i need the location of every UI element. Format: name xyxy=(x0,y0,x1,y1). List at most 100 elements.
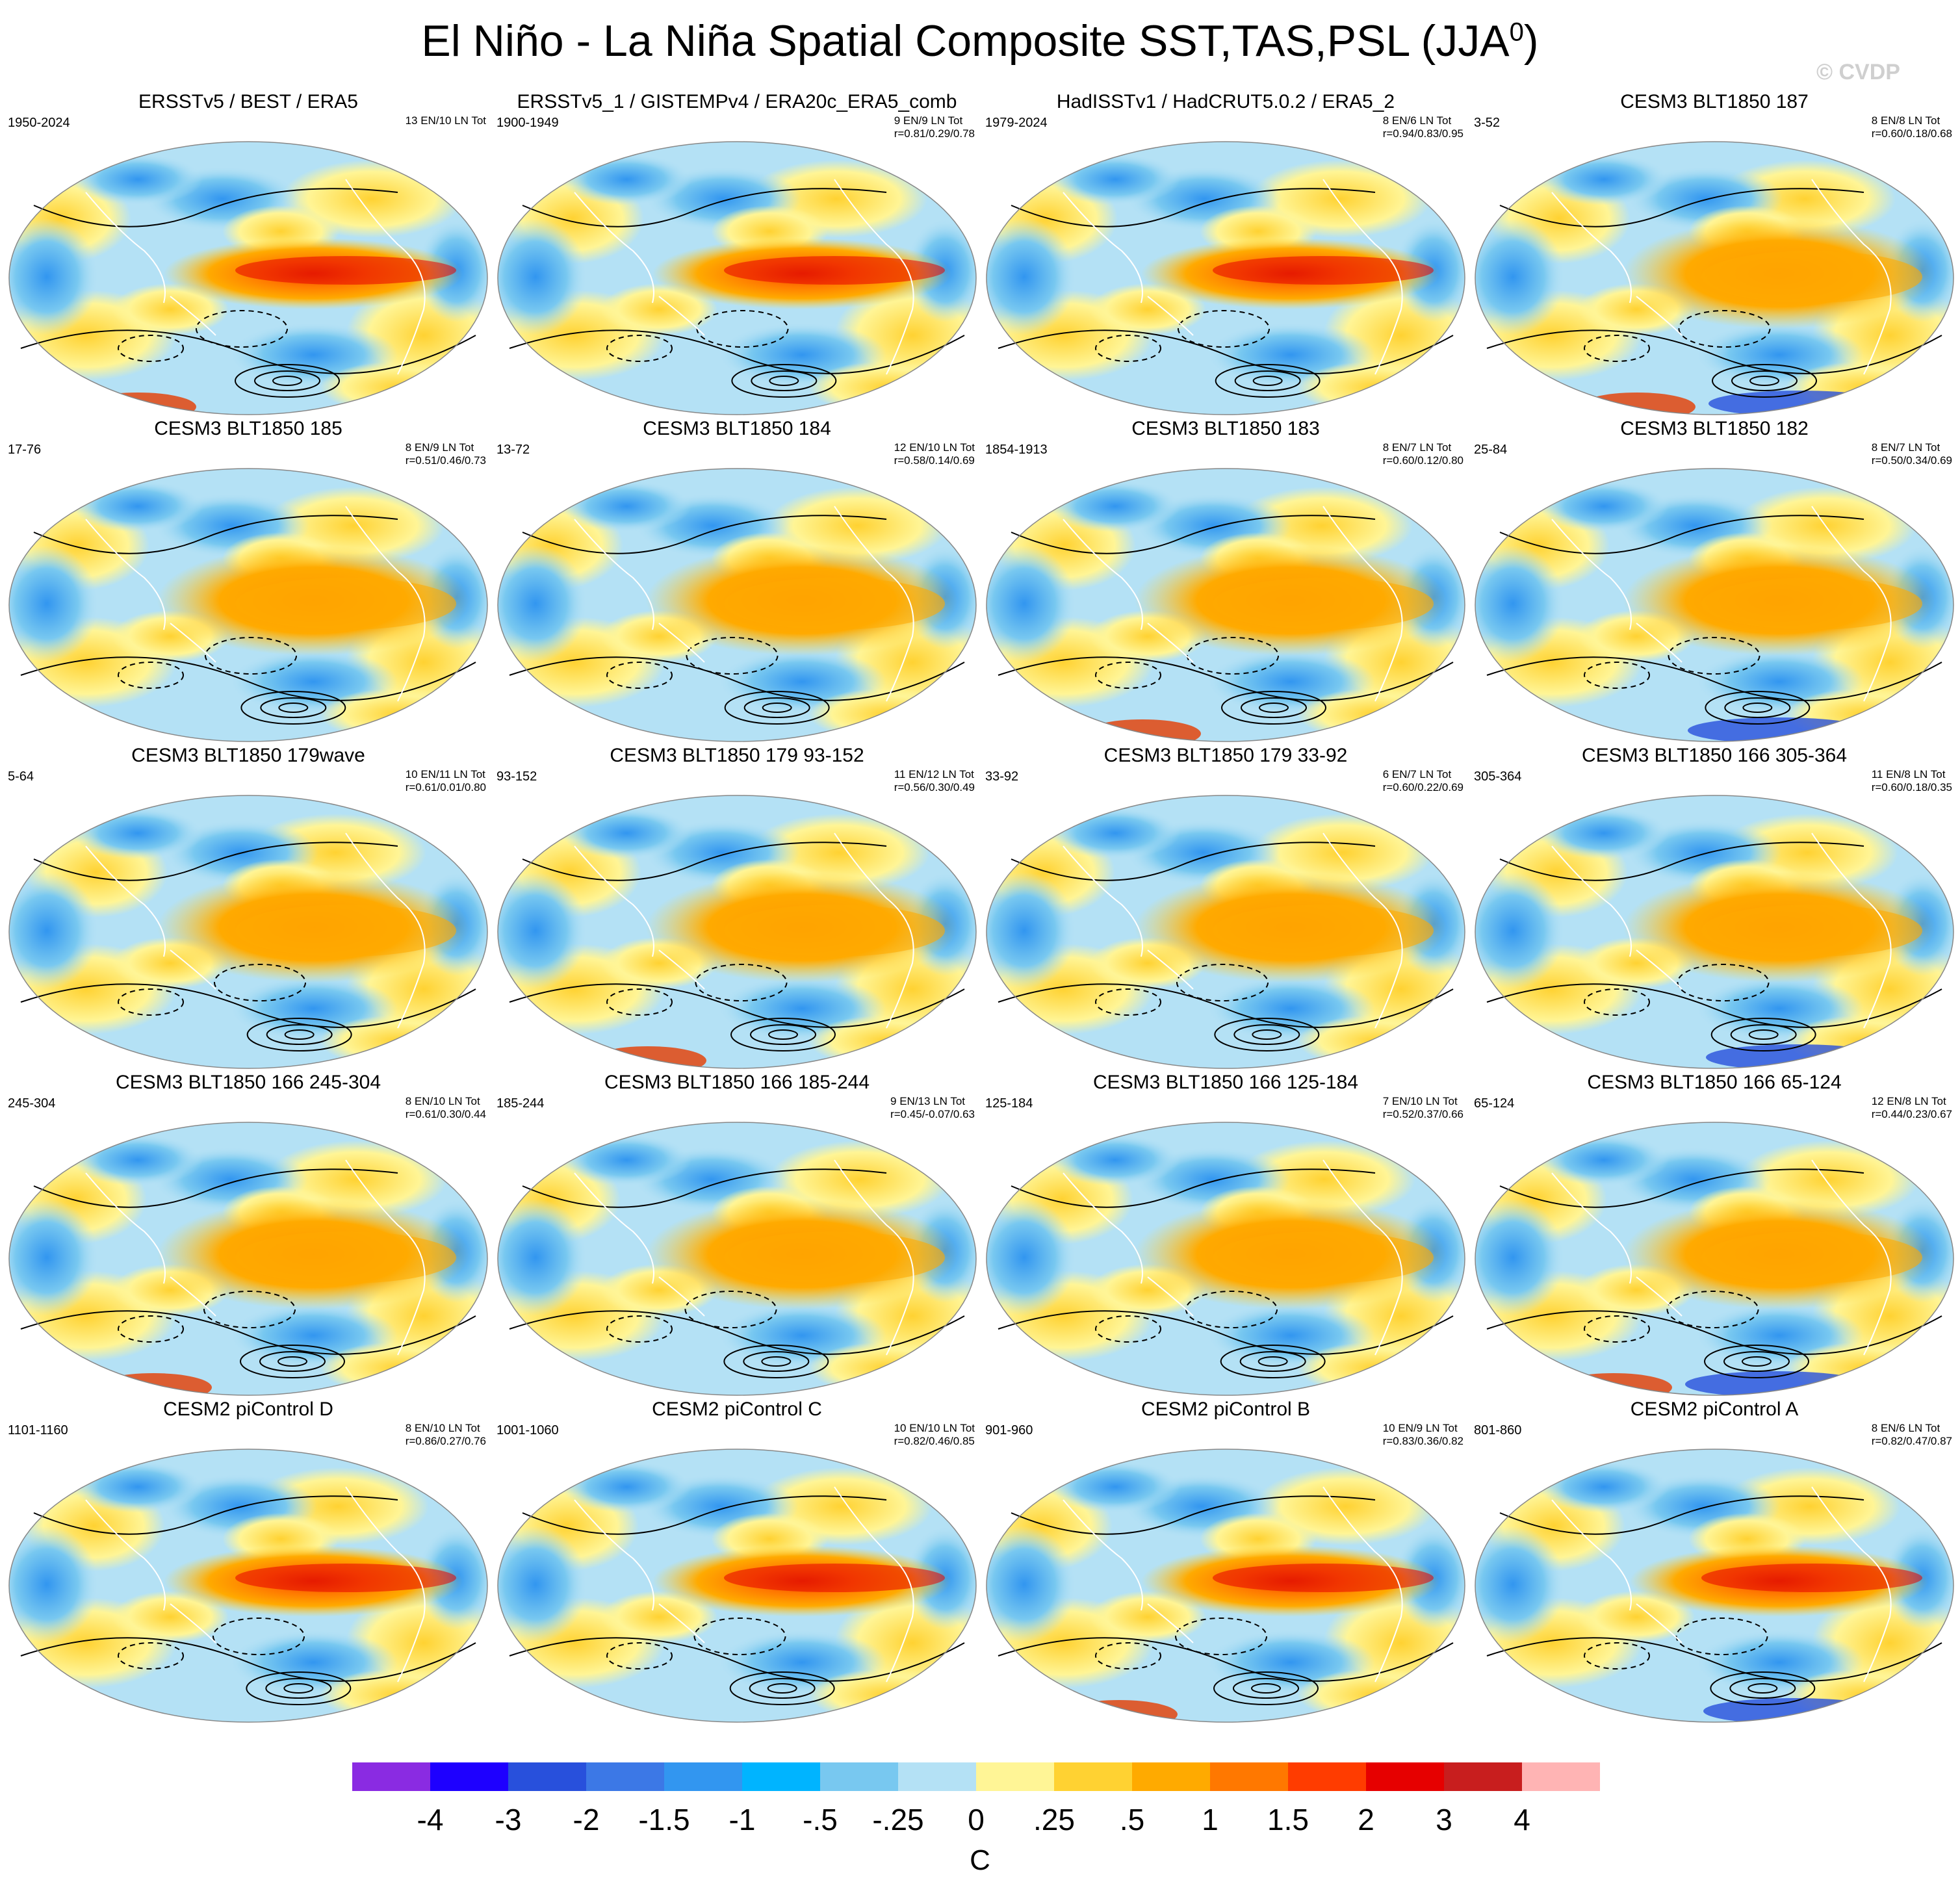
colorbar-bin xyxy=(1444,1762,1522,1791)
composite-map xyxy=(1475,1122,1954,1396)
colorbar-bin xyxy=(742,1762,820,1791)
panel-years: 1979-2024 xyxy=(985,116,1048,130)
panel-title: CESM3 BLT1850 179 93-152 xyxy=(610,745,864,766)
colorbar-unit: C xyxy=(970,1844,990,1876)
map-panel: CESM3 BLT1850 166 65-124 65-124 12 EN/8 … xyxy=(1470,1072,1959,1398)
composite-map xyxy=(8,141,488,415)
panel-title: ERSSTv5_1 / GISTEMPv4 / ERA20c_ERA5_comb xyxy=(517,91,957,112)
panel-pattern-correlation: r=0.45/-0.07/0.63 xyxy=(890,1108,975,1120)
colorbar-bin xyxy=(1522,1762,1600,1791)
panel-event-counts: 8 EN/7 LN Tot xyxy=(1382,441,1452,454)
panel-event-counts: 8 EN/8 LN Tot xyxy=(1871,114,1941,127)
panel-event-counts: 10 EN/11 LN Tot xyxy=(405,768,485,780)
map-panel: CESM2 piControl A 801-860 8 EN/6 LN Tot … xyxy=(1470,1399,1959,1725)
colorbar-tick-label: -3 xyxy=(495,1803,522,1837)
panel-title: CESM3 BLT1850 166 65-124 xyxy=(1587,1072,1842,1093)
panel-stats: 10 EN/11 LN Tot r=0.61/0.01/0.80 xyxy=(406,768,486,794)
panel-pattern-correlation: r=0.60/0.18/0.35 xyxy=(1871,781,1952,793)
panel-title: CESM3 BLT1850 166 305-364 xyxy=(1581,745,1848,766)
panel-stats: 9 EN/9 LN Tot r=0.81/0.29/0.78 xyxy=(894,114,975,140)
panel-stats: 10 EN/9 LN Tot r=0.83/0.36/0.82 xyxy=(1383,1422,1464,1448)
panel-pattern-correlation: r=0.82/0.46/0.85 xyxy=(894,1435,975,1447)
panel-pattern-correlation: r=0.61/0.30/0.44 xyxy=(405,1108,486,1120)
composite-map xyxy=(986,468,1465,742)
panel-stats: 11 EN/8 LN Tot r=0.60/0.18/0.35 xyxy=(1872,768,1952,794)
colorbar-bin xyxy=(898,1762,976,1791)
panel-event-counts: 8 EN/6 LN Tot xyxy=(1382,114,1452,127)
panel-stats: 8 EN/8 LN Tot r=0.60/0.18/0.68 xyxy=(1872,114,1952,140)
panel-pattern-correlation: r=0.61/0.01/0.80 xyxy=(405,781,486,793)
colorbar-bin xyxy=(430,1762,508,1791)
cvdp-watermark: © CVDP xyxy=(1816,60,1900,84)
composite-map xyxy=(986,1122,1465,1396)
panel-stats: 13 EN/10 LN Tot xyxy=(406,114,486,127)
panel-years: 33-92 xyxy=(985,769,1019,784)
map-panel: ERSSTv5 / BEST / ERA5 1950-2024 13 EN/10… xyxy=(4,91,493,417)
colorbar-tick-label: -.5 xyxy=(803,1803,838,1837)
map-panel: CESM3 BLT1850 166 185-244 185-244 9 EN/1… xyxy=(493,1072,981,1398)
panel-event-counts: 13 EN/10 LN Tot xyxy=(405,114,486,127)
panel-years: 245-304 xyxy=(8,1096,56,1111)
composite-map xyxy=(986,1449,1465,1723)
panel-pattern-correlation: r=0.52/0.37/0.66 xyxy=(1382,1108,1464,1120)
map-panel: CESM3 BLT1850 184 13-72 12 EN/10 LN Tot … xyxy=(493,418,981,744)
colorbar-bin xyxy=(1132,1762,1210,1791)
colorbar-bin xyxy=(1288,1762,1366,1791)
panel-years: 5-64 xyxy=(8,769,34,784)
panel-title: CESM2 piControl B xyxy=(1141,1399,1311,1420)
colorbar-bin xyxy=(586,1762,664,1791)
panel-years: 3-52 xyxy=(1474,116,1501,130)
panel-years: 1900-1949 xyxy=(496,116,559,130)
panel-event-counts: 10 EN/10 LN Tot xyxy=(894,1422,975,1434)
map-panel: CESM3 BLT1850 179wave 5-64 10 EN/11 LN T… xyxy=(4,745,493,1071)
main-title-text: El Niño - La Niña Spatial Composite SST,… xyxy=(421,16,1510,66)
colorbar-tick-label: .5 xyxy=(1120,1803,1144,1837)
panel-pattern-correlation: r=0.51/0.46/0.73 xyxy=(405,454,486,467)
panel-title: ERSSTv5 / BEST / ERA5 xyxy=(138,91,358,112)
panel-pattern-correlation: r=0.94/0.83/0.95 xyxy=(1382,127,1464,140)
panel-stats: 7 EN/10 LN Tot r=0.52/0.37/0.66 xyxy=(1383,1095,1464,1121)
composite-map xyxy=(1475,468,1954,742)
composite-map xyxy=(8,1122,488,1396)
panel-event-counts: 12 EN/8 LN Tot xyxy=(1871,1095,1946,1107)
map-panel: CESM3 BLT1850 179 33-92 33-92 6 EN/7 LN … xyxy=(981,745,1470,1071)
panel-years: 1101-1160 xyxy=(8,1423,68,1437)
composite-map xyxy=(497,795,977,1069)
main-title: El Niño - La Niña Spatial Composite SST,… xyxy=(0,16,1960,66)
composite-map xyxy=(497,141,977,415)
map-panel: CESM3 BLT1850 179 93-152 93-152 11 EN/12… xyxy=(493,745,981,1071)
panel-pattern-correlation: r=0.60/0.18/0.68 xyxy=(1871,127,1952,140)
panel-stats: 10 EN/10 LN Tot r=0.82/0.46/0.85 xyxy=(894,1422,975,1448)
panel-pattern-correlation: r=0.58/0.14/0.69 xyxy=(894,454,975,467)
panel-years: 185-244 xyxy=(496,1096,545,1111)
panel-years: 93-152 xyxy=(496,769,537,784)
panel-stats: 8 EN/9 LN Tot r=0.51/0.46/0.73 xyxy=(406,441,486,467)
colorbar-tick-label: 4 xyxy=(1514,1803,1530,1837)
composite-map xyxy=(986,795,1465,1069)
colorbar-bin xyxy=(1054,1762,1132,1791)
panel-event-counts: 9 EN/13 LN Tot xyxy=(890,1095,966,1107)
colorbar-tick-label: 2 xyxy=(1358,1803,1374,1837)
panel-title: CESM3 BLT1850 166 245-304 xyxy=(115,1072,381,1093)
panel-years: 1001-1060 xyxy=(496,1423,559,1437)
panel-stats: 8 EN/6 LN Tot r=0.82/0.47/0.87 xyxy=(1872,1422,1952,1448)
panel-pattern-correlation: r=0.50/0.34/0.69 xyxy=(1871,454,1952,467)
panel-years: 25-84 xyxy=(1474,443,1508,457)
panel-event-counts: 10 EN/9 LN Tot xyxy=(1382,1422,1458,1434)
panel-stats: 8 EN/7 LN Tot r=0.60/0.12/0.80 xyxy=(1383,441,1464,467)
map-panel: CESM3 BLT1850 166 125-184 125-184 7 EN/1… xyxy=(981,1072,1470,1398)
panel-event-counts: 11 EN/8 LN Tot xyxy=(1871,768,1946,780)
colorbar-bin xyxy=(508,1762,586,1791)
colorbar-tick-label: .25 xyxy=(1033,1803,1075,1837)
composite-map xyxy=(497,468,977,742)
panel-pattern-correlation: r=0.83/0.36/0.82 xyxy=(1382,1435,1464,1447)
panel-years: 125-184 xyxy=(985,1096,1033,1111)
colorbar-tick-label: 3 xyxy=(1436,1803,1452,1837)
map-panel: CESM2 piControl B 901-960 10 EN/9 LN Tot… xyxy=(981,1399,1470,1725)
panel-title: CESM2 piControl D xyxy=(163,1399,333,1420)
composite-map xyxy=(1475,141,1954,415)
colorbar-tick-label: -2 xyxy=(573,1803,600,1837)
map-panel: CESM3 BLT1850 185 17-76 8 EN/9 LN Tot r=… xyxy=(4,418,493,744)
map-panel: ERSSTv5_1 / GISTEMPv4 / ERA20c_ERA5_comb… xyxy=(493,91,981,417)
composite-map xyxy=(8,1449,488,1723)
